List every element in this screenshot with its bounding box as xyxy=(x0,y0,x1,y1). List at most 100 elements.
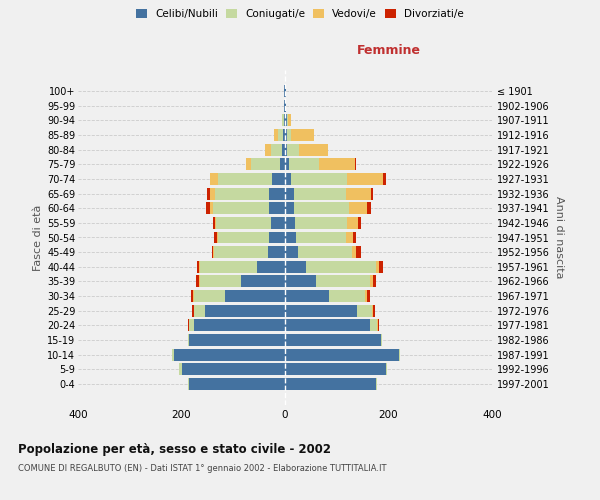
Bar xyxy=(316,276,370,287)
Bar xyxy=(226,290,285,302)
Bar xyxy=(285,276,316,287)
Bar xyxy=(274,129,278,141)
Bar xyxy=(215,217,216,229)
Bar xyxy=(346,232,353,243)
Bar xyxy=(271,217,285,229)
Bar xyxy=(271,144,283,156)
Bar xyxy=(356,246,361,258)
Bar xyxy=(216,217,271,229)
Bar xyxy=(284,114,285,126)
Bar xyxy=(188,378,189,390)
Bar xyxy=(298,246,352,258)
Bar xyxy=(241,276,285,287)
Bar xyxy=(358,304,372,316)
Bar xyxy=(269,202,285,214)
Bar xyxy=(379,261,383,273)
Bar xyxy=(285,158,289,170)
Bar xyxy=(212,202,269,214)
Bar xyxy=(295,202,349,214)
Bar xyxy=(189,334,285,346)
Bar xyxy=(278,129,283,141)
Bar xyxy=(194,320,285,332)
Bar xyxy=(196,276,199,287)
Bar xyxy=(285,363,386,375)
Y-axis label: Fasce di età: Fasce di età xyxy=(32,204,43,270)
Bar xyxy=(193,304,194,316)
Bar xyxy=(218,232,269,243)
Bar xyxy=(269,188,285,200)
Legend: Celibi/Nubili, Coniugati/e, Vedovi/e, Divorziati/e: Celibi/Nubili, Coniugati/e, Vedovi/e, Di… xyxy=(132,5,468,24)
Bar xyxy=(214,246,268,258)
Text: COMUNE DI REGALBUTO (EN) - Dati ISTAT 1° gennaio 2002 - Elaborazione TUTTITALIA.: COMUNE DI REGALBUTO (EN) - Dati ISTAT 1°… xyxy=(18,464,386,473)
Bar xyxy=(283,144,285,156)
Bar xyxy=(197,261,199,273)
Bar xyxy=(257,261,285,273)
Bar xyxy=(199,276,200,287)
Bar xyxy=(349,202,367,214)
Bar xyxy=(285,173,291,185)
Bar xyxy=(210,173,218,185)
Bar xyxy=(371,188,373,200)
Bar xyxy=(218,173,272,185)
Bar xyxy=(376,378,377,390)
Bar xyxy=(194,304,205,316)
Bar xyxy=(373,304,374,316)
Bar xyxy=(285,290,329,302)
Bar xyxy=(352,246,356,258)
Bar xyxy=(217,232,218,243)
Bar xyxy=(208,188,210,200)
Bar xyxy=(174,348,285,360)
Bar xyxy=(299,144,328,156)
Bar xyxy=(358,217,361,229)
Bar xyxy=(376,261,379,273)
Bar xyxy=(285,188,295,200)
Bar xyxy=(373,276,376,287)
Bar xyxy=(272,173,285,185)
Bar xyxy=(296,232,346,243)
Text: Femmine: Femmine xyxy=(356,44,421,57)
Bar xyxy=(194,290,226,302)
Bar xyxy=(290,129,314,141)
Bar xyxy=(347,173,383,185)
Bar xyxy=(383,173,386,185)
Bar xyxy=(285,304,358,316)
Bar xyxy=(212,246,213,258)
Bar xyxy=(295,188,346,200)
Bar xyxy=(285,334,381,346)
Bar xyxy=(285,320,370,332)
Bar xyxy=(193,290,194,302)
Bar xyxy=(210,188,215,200)
Bar xyxy=(246,158,251,170)
Bar xyxy=(213,246,214,258)
Bar xyxy=(205,304,285,316)
Bar xyxy=(353,232,356,243)
Bar xyxy=(399,348,400,360)
Bar xyxy=(386,363,388,375)
Bar xyxy=(214,232,217,243)
Y-axis label: Anni di nascita: Anni di nascita xyxy=(554,196,563,279)
Bar xyxy=(285,114,287,126)
Bar xyxy=(329,290,365,302)
Text: Popolazione per età, sesso e stato civile - 2002: Popolazione per età, sesso e stato civil… xyxy=(18,442,331,456)
Bar xyxy=(367,202,371,214)
Bar xyxy=(370,320,377,332)
Bar xyxy=(287,114,288,126)
Bar xyxy=(210,202,212,214)
Bar xyxy=(179,363,182,375)
Bar xyxy=(285,348,399,360)
Bar xyxy=(283,129,285,141)
Bar xyxy=(191,290,193,302)
Bar xyxy=(287,129,290,141)
Bar xyxy=(285,217,295,229)
Bar xyxy=(285,261,306,273)
Bar xyxy=(287,144,299,156)
Bar xyxy=(377,320,379,332)
Bar xyxy=(283,114,284,126)
Bar xyxy=(291,173,347,185)
Bar xyxy=(189,378,285,390)
Bar xyxy=(288,114,290,126)
Bar xyxy=(372,304,373,316)
Bar xyxy=(280,158,285,170)
Bar xyxy=(289,158,319,170)
Bar xyxy=(251,158,280,170)
